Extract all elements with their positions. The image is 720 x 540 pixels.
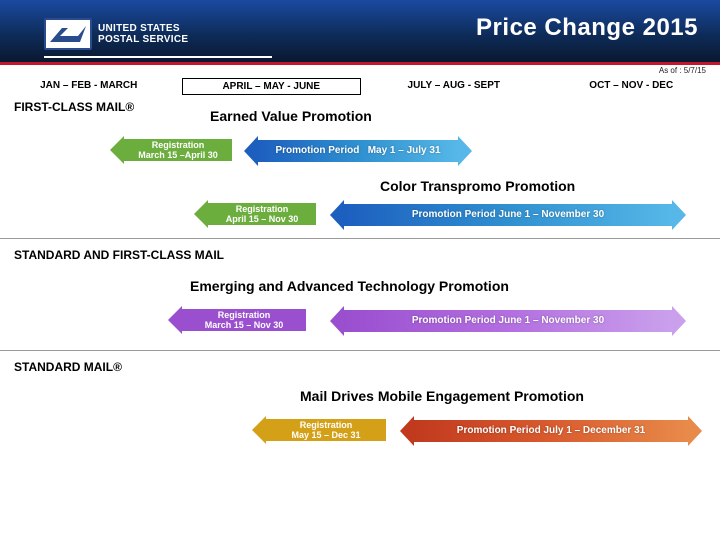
org-name: UNITED STATES POSTAL SERVICE (98, 23, 188, 45)
quarter-q1: JAN – FEB - MARCH (0, 78, 178, 95)
quarter-q4: OCT – NOV - DEC (543, 78, 720, 95)
section-first-class: FIRST-CLASS MAIL® (14, 100, 134, 114)
arrow-head-right-icon (672, 200, 686, 230)
ctp-registration-arrow: Registration April 15 – Nov 30 (194, 200, 316, 228)
evp-period-label: Promotion Period May 1 – July 31 (258, 140, 458, 162)
eat-period-label: Promotion Period June 1 – November 30 (344, 310, 672, 332)
mdme-period-label: Promotion Period July 1 – December 31 (414, 420, 688, 442)
divider-1 (0, 238, 720, 239)
arrow-head-left-icon (110, 136, 124, 164)
page-title: Price Change 2015 (476, 14, 698, 42)
page-root: UNITED STATES POSTAL SERVICE Price Chang… (0, 0, 720, 540)
arrow-head-left-icon (194, 200, 208, 228)
as-of-date: As of : 5/7/15 (659, 66, 706, 75)
mdme-period-arrow: Promotion Period July 1 – December 31 (400, 416, 702, 446)
quarter-q3: JULY – AUG - SEPT (365, 78, 543, 95)
evp-title: Earned Value Promotion (210, 108, 372, 124)
mdme-reg-label: Registration May 15 – Dec 31 (266, 419, 386, 441)
evp-reg-label: Registration March 15 –April 30 (124, 139, 232, 161)
eat-period-arrow: Promotion Period June 1 – November 30 (330, 306, 686, 336)
logo-underline (44, 56, 272, 58)
arrow-head-left-icon (252, 416, 266, 444)
eat-registration-arrow: Registration March 15 – Nov 30 (168, 306, 306, 334)
mdme-registration-arrow: Registration May 15 – Dec 31 (252, 416, 386, 444)
evp-period-arrow: Promotion Period May 1 – July 31 (244, 136, 472, 166)
section-std: STANDARD MAIL® (14, 360, 122, 374)
arrow-head-left-icon (400, 416, 414, 446)
arrow-head-left-icon (330, 306, 344, 336)
arrow-head-right-icon (458, 136, 472, 166)
evp-registration-arrow: Registration March 15 –April 30 (110, 136, 232, 164)
header-rule (0, 62, 720, 65)
org-line2: POSTAL SERVICE (98, 34, 188, 45)
section-std-fcm: STANDARD AND FIRST-CLASS MAIL (14, 248, 224, 262)
arrow-head-left-icon (330, 200, 344, 230)
arrow-head-left-icon (168, 306, 182, 334)
ctp-period-arrow: Promotion Period June 1 – November 30 (330, 200, 686, 230)
ctp-title: Color Transpromo Promotion (380, 178, 575, 194)
usps-logo: UNITED STATES POSTAL SERVICE (44, 14, 272, 54)
divider-2 (0, 350, 720, 351)
arrow-head-right-icon (672, 306, 686, 336)
arrow-head-left-icon (244, 136, 258, 166)
eat-reg-label: Registration March 15 – Nov 30 (182, 309, 306, 331)
month-header-row: JAN – FEB - MARCH APRIL – MAY - JUNE JUL… (0, 78, 720, 95)
eat-title: Emerging and Advanced Technology Promoti… (190, 278, 509, 294)
mdme-title: Mail Drives Mobile Engagement Promotion (300, 388, 584, 404)
ctp-period-label: Promotion Period June 1 – November 30 (344, 204, 672, 226)
eagle-icon (44, 18, 92, 50)
org-line1: UNITED STATES (98, 23, 188, 34)
quarter-q2: APRIL – MAY - JUNE (182, 78, 362, 95)
arrow-head-right-icon (688, 416, 702, 446)
ctp-reg-label: Registration April 15 – Nov 30 (208, 203, 316, 225)
